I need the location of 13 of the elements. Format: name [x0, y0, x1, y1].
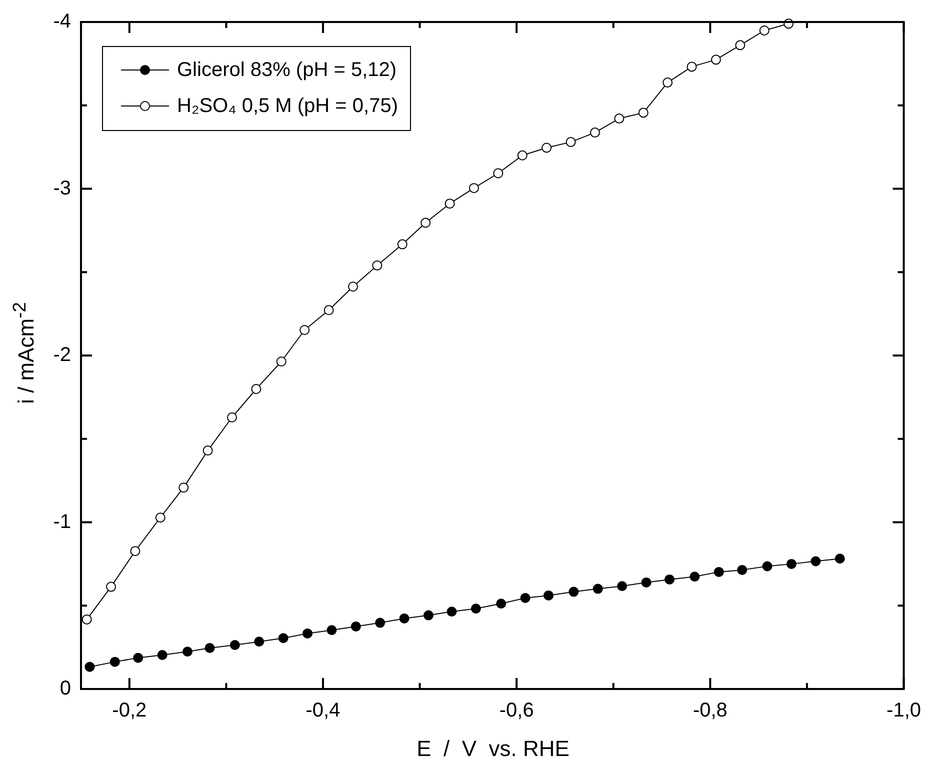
x-tick-label: -0,4: [306, 700, 340, 722]
x-tick-label: -0,8: [692, 700, 728, 722]
legend-label: Glicerol 83% (pH = 5,12): [177, 58, 397, 82]
y-tick-label: -2: [53, 344, 71, 366]
x-tick-label: -0,6: [499, 700, 534, 722]
x-tick-label: -0,2: [112, 700, 147, 722]
y-tick-label: -4: [53, 10, 71, 33]
y-tick-label: 0: [60, 678, 71, 700]
y-tick-label: -3: [53, 177, 71, 200]
y-tick-label: -1: [53, 510, 71, 533]
legend-label: H₂SO₄ 0,5 M (pH = 0,75): [177, 94, 398, 118]
x-axis-title: E / V vs. RHE: [416, 736, 570, 762]
x-tick-label: -1,0: [886, 700, 922, 722]
